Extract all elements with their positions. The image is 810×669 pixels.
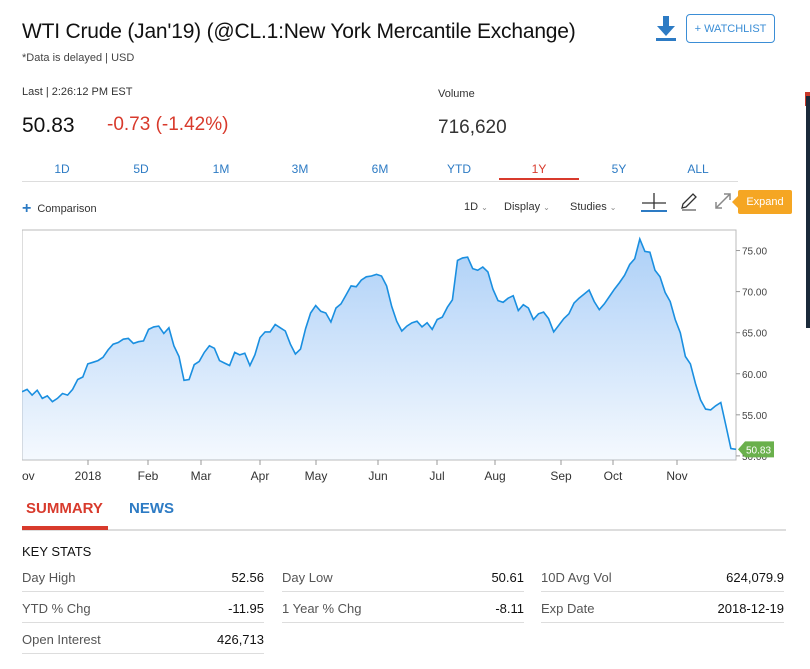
volume-value: 716,620 <box>438 117 507 138</box>
y-tick-label: 65.00 <box>742 329 767 340</box>
chevron-down-icon: ⌄ <box>481 203 488 212</box>
range-tab-all[interactable]: ALL <box>687 162 709 176</box>
x-tick-label: Feb <box>138 469 159 483</box>
stat-value: 52.56 <box>231 570 264 585</box>
interval-dropdown[interactable]: 1D ⌄ <box>464 201 488 213</box>
stat-day-low: Day Low 50.61 <box>282 564 524 592</box>
stat-value: 50.61 <box>491 570 524 585</box>
adjacent-window-edge <box>806 96 810 328</box>
last-value-tag <box>738 441 774 458</box>
range-tab-ytd[interactable]: YTD <box>447 162 471 176</box>
x-tick-label: ov <box>22 469 35 483</box>
stat-label: Open Interest <box>22 632 101 647</box>
tab-summary[interactable]: SUMMARY <box>26 500 103 517</box>
page-title: WTI Crude (Jan'19) (@CL.1:New York Merca… <box>22 20 576 43</box>
plus-icon: + <box>22 200 32 217</box>
chevron-down-icon: ⌄ <box>543 203 550 212</box>
x-tick-label: 2018 <box>75 469 102 483</box>
key-stats-title: KEY STATS <box>22 544 92 559</box>
data-delay-note: *Data is delayed | USD <box>22 52 135 64</box>
y-tick-label: 70.00 <box>742 288 767 299</box>
y-tick-label: 60.00 <box>742 370 767 381</box>
stat-ytd-change: YTD % Chg -11.95 <box>22 595 264 623</box>
crosshair-icon[interactable] <box>638 190 670 214</box>
x-tick-label: Jul <box>429 469 444 483</box>
expand-arrows-icon[interactable] <box>712 190 734 212</box>
download-icon[interactable] <box>654 14 678 44</box>
studies-dropdown[interactable]: Studies ⌄ <box>570 201 616 213</box>
range-tab-1m[interactable]: 1M <box>212 162 230 176</box>
stat-value: 426,713 <box>217 632 264 647</box>
volume-label: Volume <box>438 88 475 100</box>
studies-label: Studies <box>570 201 607 213</box>
x-tick-label: Aug <box>484 469 505 483</box>
range-tab-1y[interactable]: 1Y <box>499 160 579 180</box>
range-tab-5d[interactable]: 5D <box>133 162 149 176</box>
last-price: 50.83 <box>22 114 75 137</box>
range-divider <box>22 181 738 182</box>
x-tick-label: Mar <box>191 469 212 483</box>
stat-1-year-change: 1 Year % Chg -8.11 <box>282 595 524 623</box>
stat-exp-date: Exp Date 2018-12-19 <box>541 595 784 623</box>
tab-news[interactable]: NEWS <box>129 500 174 517</box>
stat-label: 1 Year % Chg <box>282 601 362 616</box>
x-tick-label: May <box>305 469 328 483</box>
range-tab-1d[interactable]: 1D <box>54 162 70 176</box>
y-tick-label: 50.00 <box>742 452 767 463</box>
stat-day-high: Day High 52.56 <box>22 564 264 592</box>
x-tick-label: Nov <box>666 469 687 483</box>
y-tick-label: 55.00 <box>742 411 767 422</box>
display-label: Display <box>504 201 541 213</box>
chevron-down-icon: ⌄ <box>609 203 617 212</box>
stat-value: -11.95 <box>228 601 264 616</box>
stat-value: 2018-12-19 <box>717 601 785 616</box>
stat-value: 624,079.9 <box>726 570 784 585</box>
active-tab-indicator <box>22 526 108 530</box>
x-tick-label: Sep <box>550 469 572 483</box>
display-dropdown[interactable]: Display ⌄ <box>504 201 550 213</box>
price-chart-svg: 75.00 70.00 65.00 60.00 55.00 50.00 ov 2018 Feb… <box>19 229 774 483</box>
y-tick-label: 75.00 <box>742 247 767 258</box>
stat-open-interest: Open Interest 426,713 <box>22 626 264 654</box>
tab-divider <box>22 529 786 531</box>
stat-label: 10D Avg Vol <box>541 570 612 585</box>
comparison-label: Comparison <box>37 203 97 215</box>
stat-label: YTD % Chg <box>22 601 91 616</box>
stat-value: -8.11 <box>495 601 524 616</box>
comparison-button[interactable]: + Comparison <box>22 200 97 218</box>
price-series-line <box>21 236 737 451</box>
add-to-watchlist-button[interactable]: + WATCHLIST <box>686 14 775 43</box>
range-tab-3m[interactable]: 3M <box>291 162 309 176</box>
stat-label: Day Low <box>282 570 333 585</box>
stat-label: Day High <box>22 570 76 585</box>
x-tick-label: Oct <box>604 469 623 483</box>
last-trade-time: Last | 2:26:12 PM EST <box>22 86 133 98</box>
price-area <box>22 239 736 460</box>
range-selector: 1D 5D 1M 3M 6M YTD 1Y 5Y ALL <box>22 160 738 182</box>
last-value-label: 50.83 <box>746 445 771 456</box>
interval-label: 1D <box>464 201 479 213</box>
pencil-icon[interactable] <box>678 190 700 212</box>
stat-label: Exp Date <box>541 601 595 616</box>
expand-button[interactable]: Expand <box>732 190 792 214</box>
price-change: -0.73 (-1.42%) <box>107 114 229 135</box>
x-tick-label: Apr <box>251 469 270 483</box>
range-tab-5y[interactable]: 5Y <box>611 162 627 176</box>
price-chart[interactable]: 75.00 70.00 65.00 60.00 55.00 50.00 ov 2018 Feb… <box>19 228 782 495</box>
x-tick-label: Jun <box>368 469 387 483</box>
range-tab-6m[interactable]: 6M <box>371 162 389 176</box>
stat-10d-avg-vol: 10D Avg Vol 624,079.9 <box>541 564 784 592</box>
